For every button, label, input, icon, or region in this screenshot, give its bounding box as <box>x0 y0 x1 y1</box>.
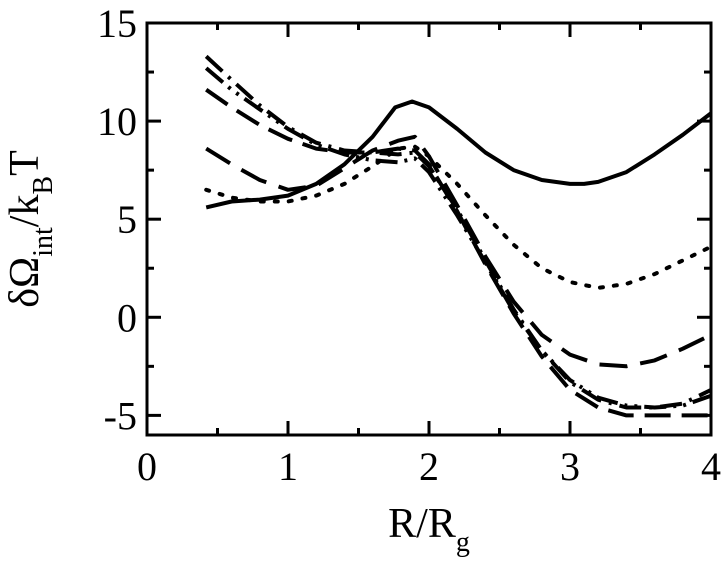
plot-frame <box>145 21 713 437</box>
series-line-dash <box>205 88 711 418</box>
series-line-solid <box>205 99 711 210</box>
y-tick-label: 10 <box>97 99 137 144</box>
y-axis-label-part2: /k <box>2 195 48 228</box>
x-tick-label: 2 <box>419 444 439 489</box>
x-tick-label: 1 <box>278 444 298 489</box>
x-axis-label-main: R/R <box>388 501 456 547</box>
x-tick-label: 4 <box>701 444 721 489</box>
series-line-dotted <box>204 144 711 290</box>
x-axis-label-subscript: g <box>456 527 470 558</box>
series-line-dash-dot-dot <box>204 66 711 410</box>
series-line-dash-dot <box>204 54 711 410</box>
x-axis-label: R/Rg <box>388 501 470 558</box>
plot-frame-group <box>145 21 713 437</box>
y-axis-label-part3: T <box>2 150 48 176</box>
y-axis-label-part1: δΩ <box>2 257 48 308</box>
series-layer <box>204 54 711 418</box>
axis-ticks <box>145 21 713 435</box>
y-axis-label: δΩint/kBT <box>2 150 59 308</box>
y-tick-label: 15 <box>97 1 137 46</box>
y-tick-label: 0 <box>117 295 137 340</box>
y-tick-label: 5 <box>117 197 137 242</box>
y-axis-label-sub1: int <box>28 227 59 257</box>
x-tick-label: 0 <box>137 444 157 489</box>
y-tick-label: -5 <box>104 393 137 438</box>
series-line-long-dash <box>205 134 711 369</box>
x-tick-label: 3 <box>560 444 580 489</box>
y-axis-label-sub2: B <box>28 176 59 195</box>
